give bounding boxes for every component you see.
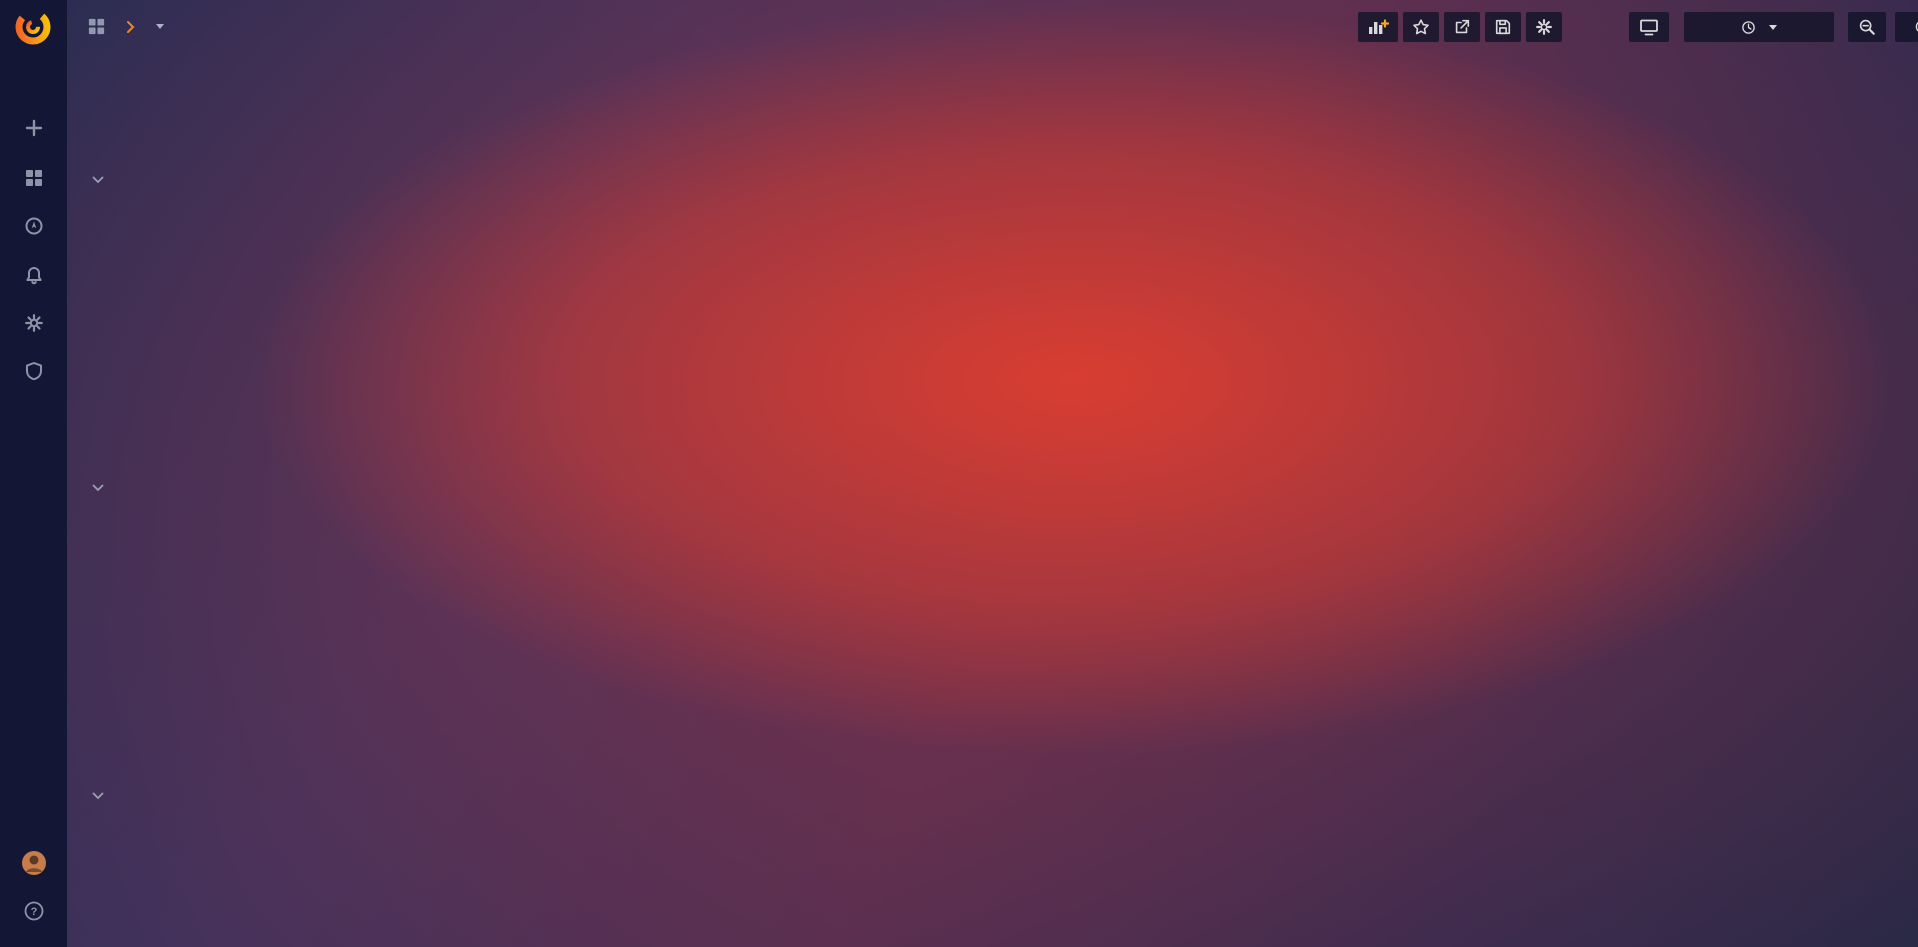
chevron-right-icon <box>127 20 135 33</box>
sidebar-dashboards-grid-icon[interactable] <box>0 158 67 198</box>
sidebar-create-plus-icon[interactable] <box>0 108 67 148</box>
section-header-ups-stats[interactable] <box>92 176 112 184</box>
add-panel-button[interactable] <box>1358 12 1398 42</box>
sidebar-configuration-gear-icon[interactable] <box>0 303 67 343</box>
chevron-down-icon <box>92 176 104 184</box>
chevron-down-icon <box>92 792 104 800</box>
share-button[interactable] <box>1444 12 1480 42</box>
topbar <box>67 0 1918 53</box>
refresh-picker[interactable] <box>1895 12 1918 42</box>
zoom-out-button[interactable] <box>1848 12 1886 42</box>
time-range-caret-icon <box>1769 24 1777 30</box>
chevron-down-icon <box>92 484 104 492</box>
tv-mode-button[interactable] <box>1629 12 1669 42</box>
time-range-picker[interactable] <box>1684 12 1834 42</box>
section-header-network-memory[interactable] <box>92 792 112 800</box>
user-avatar[interactable] <box>0 843 67 883</box>
help-icon[interactable]: ? <box>0 891 67 931</box>
sidebar-alerting-bell-icon[interactable] <box>0 255 67 295</box>
sidebar-server-admin-shield-icon[interactable] <box>0 351 67 391</box>
sidebar-explore-compass-icon[interactable] <box>0 206 67 246</box>
sidebar: ? <box>0 0 67 947</box>
svg-text:?: ? <box>30 906 37 918</box>
section-header-cpu-stats[interactable] <box>92 484 112 492</box>
dashboard-picker-caret-icon[interactable] <box>156 24 164 29</box>
grafana-logo[interactable] <box>14 8 52 46</box>
save-button[interactable] <box>1485 12 1521 42</box>
star-button[interactable] <box>1403 12 1439 42</box>
dashboard-settings-gear-icon[interactable] <box>1526 12 1562 42</box>
dashboard-grid-icon[interactable] <box>87 17 106 36</box>
refresh-icon <box>1915 21 1918 32</box>
